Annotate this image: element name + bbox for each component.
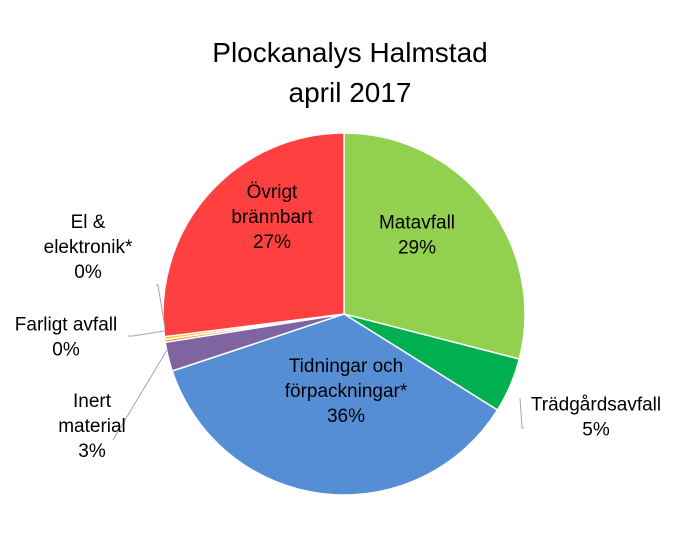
slice-label-line-el-elektronik: elektronik* [44, 237, 133, 258]
slice-percent-farligt-avfall: 0% [52, 340, 80, 361]
slice-label-tr-dg-rdsavfall: Trädgårdsavfall 5% [531, 395, 661, 441]
leader-line-farligt-avfall [128, 330, 165, 337]
slice-tidningar-och-f-rpackningar [171, 313, 499, 496]
slice-label-vrigt-br-nnbart: Övrigt brännbart 27% [231, 182, 313, 253]
slice-matavfall [343, 132, 526, 360]
slice-vrigt-br-nnbart [162, 132, 345, 338]
slice-label-el-elektronik: El & elektronik* 0% [44, 212, 133, 283]
pie-slices [162, 132, 526, 496]
chart-title-line-2: april 2017 [289, 77, 412, 108]
slice-percent-inert-material: 3% [78, 441, 106, 462]
slice-label-tidningar-och-f-rpackningar: Tidningar och förpackningar* 36% [285, 356, 408, 427]
slice-percent-vrigt-br-nnbart: 27% [253, 232, 291, 253]
slice-label-line-tr-dg-rdsavfall: Trädgårdsavfall [531, 395, 661, 416]
slice-labels: Matavfall 29% Trädgårdsavfall 5% Tidningar o… [15, 182, 661, 462]
slice-label-line-tidningar-och-f-rpackningar: förpackningar* [285, 381, 408, 402]
slice-label-line-farligt-avfall: Farligt avfall [15, 315, 117, 336]
slice-label-line-matavfall: Matavfall [379, 213, 455, 234]
slice-label-line-el-elektronik: El & [71, 212, 106, 233]
slice-percent-tidningar-och-f-rpackningar: 36% [327, 406, 365, 427]
slice-label-line-tidningar-och-f-rpackningar: Tidningar och [289, 356, 403, 377]
leader-line-inert-material [112, 349, 168, 441]
slice-label-line-inert-material: Inert [73, 391, 112, 412]
slice-label-inert-material: Inert material 3% [58, 391, 126, 462]
slice-percent-tr-dg-rdsavfall: 5% [582, 420, 610, 441]
leader-line-tr-dg-rdsavfall [519, 397, 524, 429]
leader-line-el-elektronik [156, 284, 166, 329]
slice-percent-el-elektronik: 0% [74, 262, 102, 283]
leader-lines [112, 284, 524, 441]
slice-percent-matavfall: 29% [398, 238, 436, 259]
slice-label-matavfall: Matavfall 29% [379, 213, 455, 259]
slice-label-line-inert-material: material [58, 416, 126, 437]
slice-label-farligt-avfall: Farligt avfall 0% [15, 315, 117, 361]
slice-label-line-vrigt-br-nnbart: brännbart [231, 207, 313, 228]
slice-label-line-vrigt-br-nnbart: Övrigt [247, 182, 298, 203]
chart-title-line-1: Plockanalys Halmstad [212, 37, 487, 68]
